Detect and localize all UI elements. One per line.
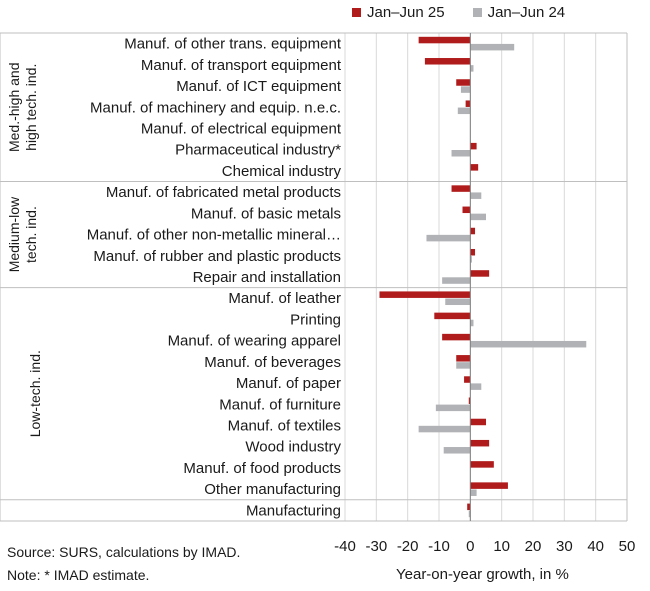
bar-jan-jun-24-manuf-of-machinery-and-equip-n-e-c xyxy=(457,107,471,115)
category-label-manuf-of-ict-equipment: Manuf. of ICT equipment xyxy=(176,78,342,95)
category-label-manuf-of-wearing-apparel: Manuf. of wearing apparel xyxy=(168,333,341,350)
legend-label-jan-jun-25: Jan–Jun 25 xyxy=(367,4,445,21)
x-tick-label: 40 xyxy=(587,538,604,555)
x-axis-title: Year-on-year growth, in % xyxy=(396,566,569,583)
category-label-manuf-of-leather: Manuf. of leather xyxy=(228,290,341,307)
bar-jan-jun-24-manuf-of-other-trans-equipment xyxy=(470,43,515,51)
legend-swatch-jan-jun-24 xyxy=(472,8,482,17)
bar-jan-jun-25-manuf-of-paper xyxy=(464,376,471,383)
bar-jan-jun-25-manuf-of-food-products xyxy=(470,461,494,468)
bar-jan-jun-24-manuf-of-rubber-and-plastic-products xyxy=(470,256,472,263)
bar-jan-jun-24-pharmaceutical-industry xyxy=(451,149,471,157)
bar-jan-jun-25-manuf-of-textiles xyxy=(470,418,486,426)
bar-jan-jun-25-manuf-of-leather xyxy=(379,291,471,298)
bar-jan-jun-24-printing xyxy=(470,319,474,327)
category-label-pharmaceutical-industry: Pharmaceutical industry* xyxy=(175,142,341,159)
x-tick-label: 30 xyxy=(556,538,573,555)
legend-item-jan-jun-25: Jan–Jun 25 xyxy=(352,4,445,21)
bar-jan-jun-24-manuf-of-fabricated-metal-products xyxy=(470,192,482,199)
category-label-manuf-of-machinery-and-equip-n-e-c: Manuf. of machinery and equip. n.e.c. xyxy=(90,99,341,116)
bar-jan-jun-25-manuf-of-beverages xyxy=(456,355,471,362)
bar-jan-jun-24-manufacturing xyxy=(468,510,471,518)
bar-jan-jun-24-manuf-of-textiles xyxy=(418,425,471,433)
category-label-manuf-of-rubber-and-plastic-products: Manuf. of rubber and plastic products xyxy=(93,248,341,265)
bar-jan-jun-24-manuf-of-leather xyxy=(445,298,471,306)
chart-legend: Jan–Jun 25 Jan–Jun 24 xyxy=(352,4,565,21)
x-tick-label: -10 xyxy=(428,538,450,555)
bar-jan-jun-24-manuf-of-beverages xyxy=(456,362,471,369)
group-label-med-high-and-high-tech-ind: Med.-high andhigh tech. ind. xyxy=(6,63,39,153)
bar-jan-jun-24-manuf-of-wearing-apparel xyxy=(470,340,587,348)
x-tick-label: 0 xyxy=(466,538,474,555)
bar-jan-jun-25-repair-and-installation xyxy=(470,270,490,277)
bar-jan-jun-25-manuf-of-wearing-apparel xyxy=(442,333,471,341)
bar-jan-jun-25-manuf-of-other-non-metallic-mineral xyxy=(470,227,476,235)
bar-jan-jun-25-manuf-of-transport-equipment xyxy=(424,58,471,65)
category-label-other-manufacturing: Other manufacturing xyxy=(204,481,341,498)
bar-jan-jun-24-manuf-of-paper xyxy=(470,383,482,390)
bar-jan-jun-25-manuf-of-other-trans-equipment xyxy=(418,36,471,44)
bar-jan-jun-24-manuf-of-furniture xyxy=(435,404,471,412)
x-tick-label: 20 xyxy=(525,538,542,555)
category-label-wood-industry: Wood industry xyxy=(245,439,341,456)
category-label-manuf-of-other-non-metallic-mineral: Manuf. of other non-metallic mineral… xyxy=(87,227,341,244)
category-label-printing: Printing xyxy=(290,311,341,328)
bar-jan-jun-24-manuf-of-ict-equipment xyxy=(460,86,471,93)
bar-jan-jun-25-manuf-of-machinery-and-equip-n-e-c xyxy=(465,100,471,107)
x-tick-label: 10 xyxy=(493,538,510,555)
bar-jan-jun-25-manuf-of-furniture xyxy=(468,397,471,405)
bar-jan-jun-24-repair-and-installation xyxy=(442,277,471,284)
category-label-manuf-of-fabricated-metal-products: Manuf. of fabricated metal products xyxy=(106,184,341,201)
bar-jan-jun-25-manuf-of-basic-metals xyxy=(462,206,471,214)
x-tick-label: 50 xyxy=(619,538,636,555)
bar-jan-jun-25-other-manufacturing xyxy=(470,482,508,489)
group-label-medium-low-tech-ind: Medium-lowtech. ind. xyxy=(6,196,39,272)
bar-jan-jun-24-manuf-of-basic-metals xyxy=(470,213,486,221)
category-label-manuf-of-other-trans-equipment: Manuf. of other trans. equipment xyxy=(124,36,342,53)
category-label-manuf-of-textiles: Manuf. of textiles xyxy=(228,418,341,435)
bar-jan-jun-25-manuf-of-rubber-and-plastic-products xyxy=(470,248,476,256)
bar-jan-jun-24-other-manufacturing xyxy=(470,489,477,496)
category-label-manuf-of-furniture: Manuf. of furniture xyxy=(219,396,341,413)
legend-swatch-jan-jun-25 xyxy=(352,8,361,17)
bar-jan-jun-25-printing xyxy=(434,312,471,320)
category-label-chemical-industry: Chemical industry xyxy=(222,163,342,180)
bar-jan-jun-25-chemical-industry xyxy=(470,164,479,171)
estimate-note: Note: * IMAD estimate. xyxy=(7,567,150,583)
bar-jan-jun-25-wood-industry xyxy=(470,439,490,447)
category-label-manuf-of-food-products: Manuf. of food products xyxy=(183,460,341,477)
category-label-manuf-of-basic-metals: Manuf. of basic metals xyxy=(191,205,341,222)
bar-jan-jun-25-manuf-of-ict-equipment xyxy=(456,79,471,86)
x-tick-label: -30 xyxy=(365,538,387,555)
category-label-manufacturing: Manufacturing xyxy=(246,502,341,519)
category-label-manuf-of-electrical-equipment: Manuf. of electrical equipment xyxy=(141,120,342,137)
source-note: Source: SURS, calculations by IMAD. xyxy=(7,544,241,560)
category-label-manuf-of-transport-equipment: Manuf. of transport equipment xyxy=(141,57,342,74)
x-tick-label: -40 xyxy=(334,538,356,555)
bar-jan-jun-24-manuf-of-other-non-metallic-mineral xyxy=(426,234,471,242)
legend-item-jan-jun-24: Jan–Jun 24 xyxy=(472,4,566,21)
category-label-repair-and-installation: Repair and installation xyxy=(193,269,341,286)
group-label-low-tech-ind: Low-tech. ind. xyxy=(27,350,43,437)
bar-jan-jun-24-manuf-of-transport-equipment xyxy=(470,65,474,72)
bar-jan-jun-25-pharmaceutical-industry xyxy=(470,142,477,150)
legend-label-jan-jun-24: Jan–Jun 24 xyxy=(487,4,566,21)
bar-jan-jun-25-manuf-of-fabricated-metal-products xyxy=(451,185,471,192)
category-label-manuf-of-paper: Manuf. of paper xyxy=(236,375,341,392)
bar-jan-jun-25-manufacturing xyxy=(467,503,471,511)
bar-jan-jun-24-wood-industry xyxy=(443,447,471,454)
category-label-manuf-of-beverages: Manuf. of beverages xyxy=(204,354,341,371)
x-tick-label: -20 xyxy=(397,538,419,555)
